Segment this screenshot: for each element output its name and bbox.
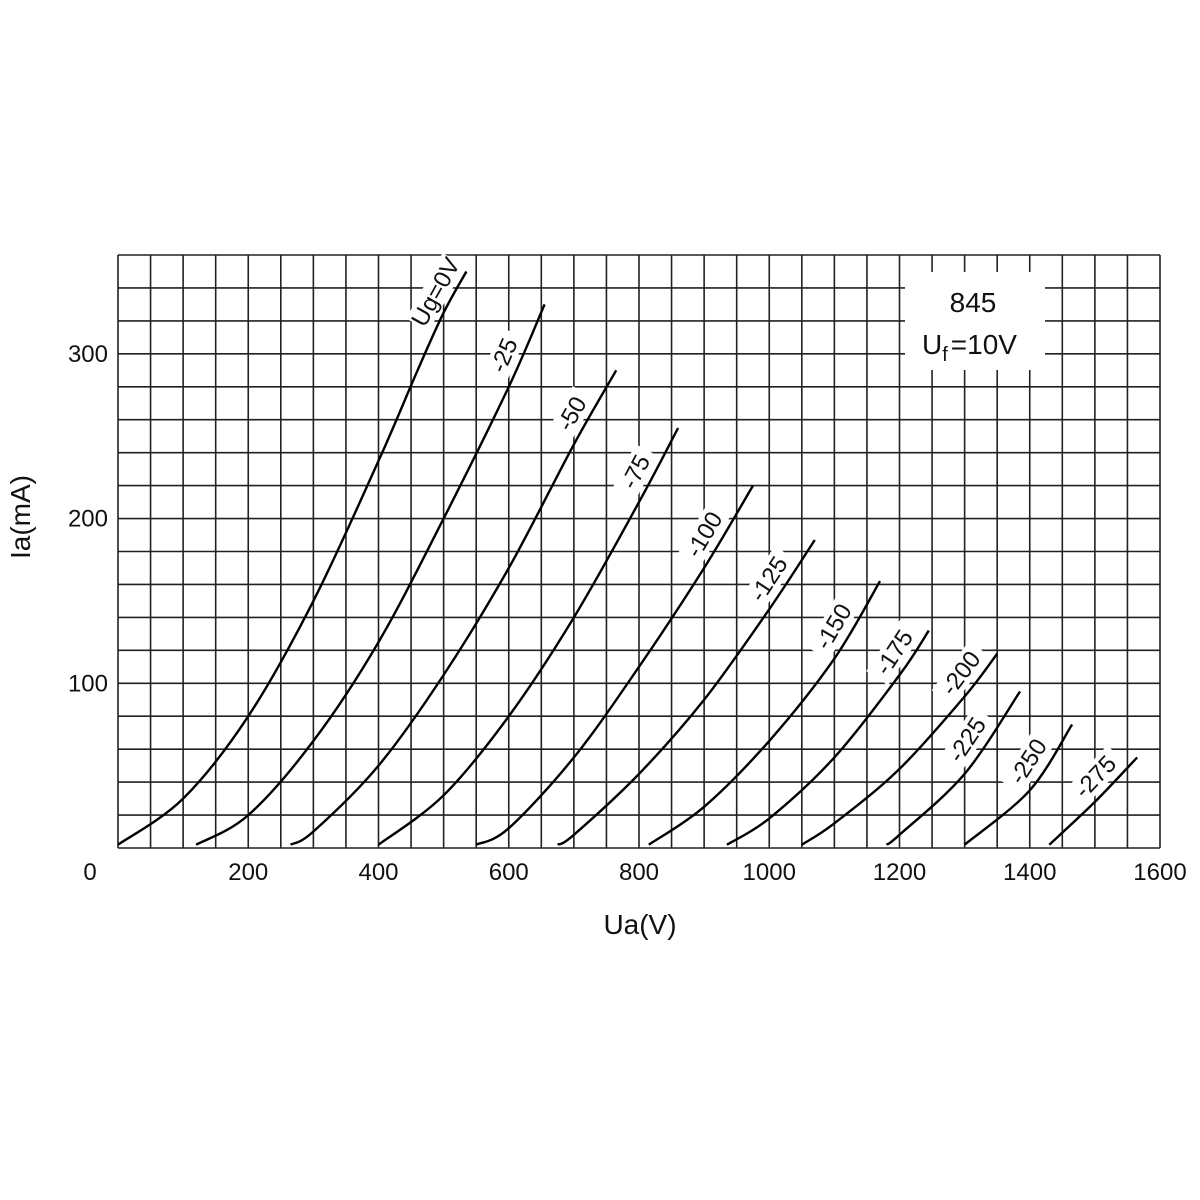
x-tick-label: 1600	[1133, 859, 1186, 886]
heater-value: =10V	[951, 329, 1017, 360]
curve-label-background	[482, 327, 526, 383]
curve-label-background	[548, 386, 596, 442]
curve-label-group: -250	[1000, 728, 1056, 795]
x-tick-label: 200	[228, 859, 268, 886]
curve-line	[1048, 756, 1139, 846]
curve-label-background	[1064, 745, 1127, 809]
curve-line	[117, 270, 468, 846]
curve-line	[289, 369, 618, 846]
x-tick-label: 800	[619, 859, 659, 886]
curve-label-background	[866, 619, 923, 686]
y-tick-label: 100	[68, 670, 108, 697]
curve-label-background	[939, 706, 996, 773]
curve-line	[195, 303, 546, 846]
annotation-box: 845 Uf =10V	[905, 272, 1045, 370]
x-tick-label: 0	[83, 859, 96, 886]
curve-label-background	[1000, 728, 1056, 795]
tube-type: 845	[950, 287, 997, 318]
curve-label-group: -25	[482, 327, 526, 383]
curve-line	[726, 629, 930, 846]
x-tick-label: 1200	[873, 859, 926, 886]
curve-label-background	[406, 252, 466, 332]
y-tick-label: 300	[68, 341, 108, 368]
annotation-background	[905, 272, 1045, 370]
heater-symbol: U	[922, 329, 942, 360]
curve-label-background	[612, 444, 659, 500]
y-axis-title: Ia(mA)	[5, 475, 36, 559]
curve-label-group: -200	[931, 640, 990, 706]
curve-line	[963, 723, 1074, 846]
curve-label-background	[677, 501, 732, 568]
curve-line	[885, 690, 1021, 846]
curve-label: Ug=0V	[406, 253, 466, 331]
y-axis-ticks: 100 200 300	[68, 341, 108, 697]
curve-label-group: Ug=0V	[406, 252, 466, 332]
curve-label-background	[740, 546, 797, 613]
x-tick-label: 1400	[1003, 859, 1056, 886]
x-axis-ticks: 0 200 400 600 800 1000 1200 1400 1600	[83, 859, 1186, 886]
curves	[117, 270, 1139, 846]
curve-label-background	[931, 640, 990, 706]
curve-line	[801, 652, 999, 846]
x-tick-label: 600	[489, 859, 529, 886]
curve-label-background	[806, 593, 861, 660]
curve-label-group: -50	[548, 386, 596, 442]
curve-line	[556, 539, 816, 846]
heater-subscript: f	[942, 344, 948, 366]
heater-voltage: Uf =10V	[922, 329, 1017, 366]
curve-line	[648, 580, 882, 846]
curve-line	[377, 427, 680, 846]
x-tick-label: 400	[358, 859, 398, 886]
x-axis-title: Ua(V)	[603, 909, 676, 940]
y-tick-label: 200	[68, 506, 108, 533]
curve-line	[475, 484, 755, 846]
x-tick-label: 1000	[743, 859, 796, 886]
